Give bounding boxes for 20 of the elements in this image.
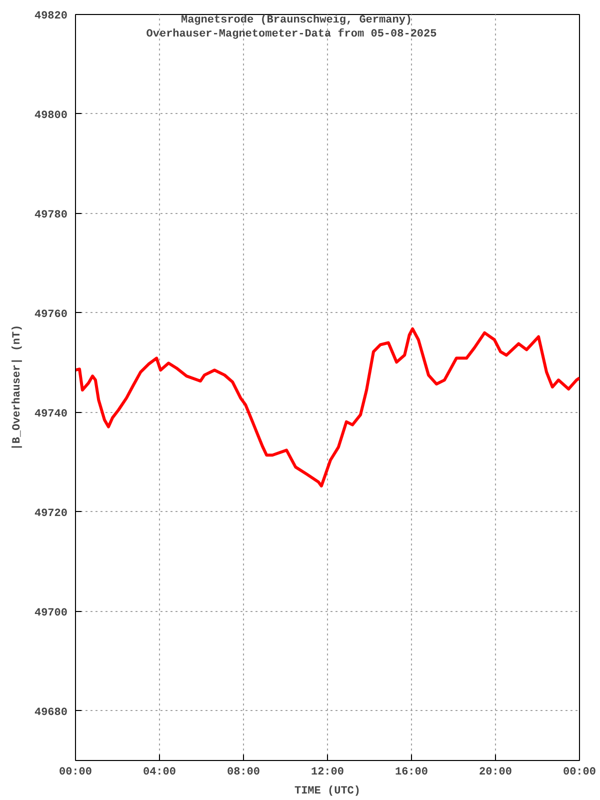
x-tick-label: 04:00 [142,766,176,778]
y-tick-label: 49800 [34,110,68,122]
x-tick-label: 00:00 [58,766,92,778]
x-tick-label: 16:00 [394,766,428,778]
y-axis-title: |B_Overhauser| (nT) [11,324,24,450]
y-tick-label: 49680 [34,706,68,719]
y-tick-label: 49780 [34,209,68,222]
line-series [76,327,580,488]
x-axis-title: TIME (UTC) [294,786,361,798]
x-tick-label: 08:00 [226,766,260,778]
y-tick-label: 49700 [34,607,68,620]
text: Overhauser-Magnetometer-Data from 05-08-2025 [146,28,438,40]
y-tick-label: 49720 [34,508,68,520]
y-tick-label: 49760 [34,308,68,321]
x-tick-label: 00:00 [562,766,596,778]
y-tick-label: 49740 [34,408,68,420]
chart-title: Magnetsrode (Braunschweig, Germany) [180,14,412,26]
y-tick-label: 49820 [34,10,68,22]
x-tick-label: 12:00 [310,766,344,778]
x-tick-label: 20:00 [478,766,512,778]
